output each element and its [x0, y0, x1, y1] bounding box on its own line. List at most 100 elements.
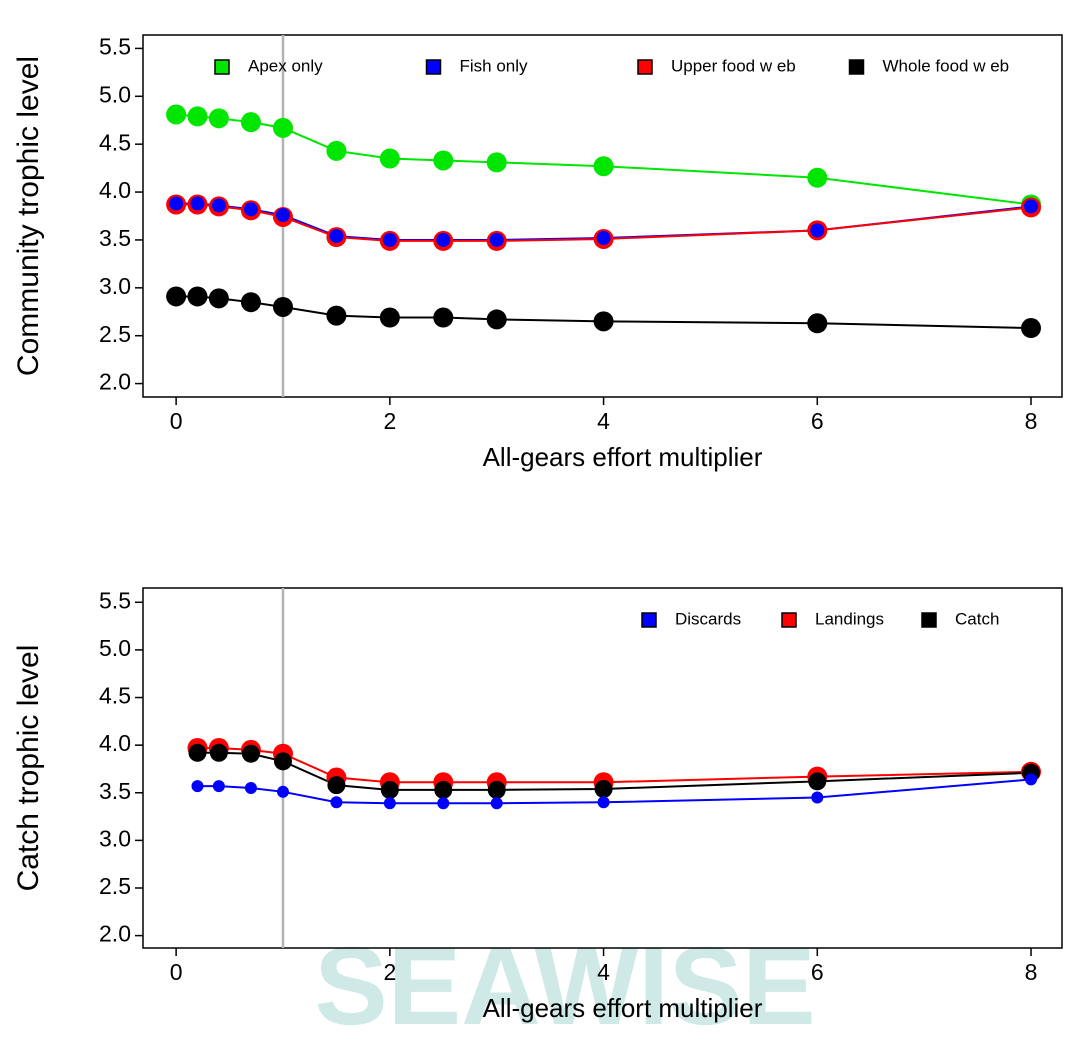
y-tick-label: 3.5 — [99, 778, 131, 804]
data-point — [244, 782, 257, 794]
data-point — [436, 232, 451, 247]
data-point — [243, 202, 258, 217]
data-point — [433, 307, 454, 328]
data-point — [275, 208, 290, 223]
y-tick-label: 4.0 — [99, 177, 131, 203]
data-point — [379, 148, 400, 169]
y-tick-label: 3.0 — [99, 825, 131, 851]
y-tick-label: 2.5 — [99, 321, 131, 347]
data-point — [486, 309, 507, 330]
data-point — [240, 112, 261, 133]
y-axis-title: Catch trophic level — [12, 645, 45, 892]
legend-swatch — [641, 612, 657, 628]
data-point — [208, 288, 229, 309]
legend-label: Catch — [955, 609, 999, 628]
legend-label: Discards — [675, 609, 741, 628]
data-point — [433, 150, 454, 171]
data-point — [382, 232, 397, 247]
data-point — [187, 106, 208, 127]
legend-label: Fish only — [460, 56, 529, 75]
data-point — [211, 198, 226, 213]
data-point — [188, 743, 207, 762]
data-point — [596, 231, 611, 246]
x-tick-label: 2 — [383, 959, 396, 985]
data-point — [593, 311, 614, 332]
legend-label: Whole food w eb — [883, 56, 1010, 75]
y-tick-label: 2.0 — [99, 921, 131, 947]
x-tick-label: 2 — [383, 408, 396, 434]
data-point — [276, 785, 289, 798]
data-point — [383, 797, 396, 810]
data-point — [212, 780, 225, 793]
data-point — [273, 752, 292, 771]
y-tick-label: 5.0 — [99, 81, 131, 107]
x-tick-label: 6 — [811, 408, 824, 434]
data-point — [593, 156, 614, 177]
watermark: SEAWISE — [314, 925, 815, 1048]
y-tick-label: 4.5 — [99, 683, 131, 709]
x-axis-title: All-gears effort multiplier — [483, 993, 763, 1023]
data-point — [380, 780, 399, 799]
data-point — [807, 167, 828, 188]
data-point — [434, 780, 453, 799]
x-tick-label: 6 — [811, 959, 824, 985]
data-point — [208, 108, 229, 129]
data-point — [330, 796, 343, 809]
data-point — [490, 797, 503, 810]
data-point — [241, 744, 260, 763]
data-point — [807, 313, 828, 334]
x-axis-title: All-gears effort multiplier — [483, 442, 763, 472]
data-point — [209, 743, 228, 762]
x-tick-label: 0 — [170, 408, 183, 434]
y-tick-label: 3.5 — [99, 225, 131, 251]
data-point — [1025, 773, 1038, 786]
y-tick-label: 2.0 — [99, 369, 131, 395]
data-point — [811, 791, 824, 804]
legend-swatch — [425, 59, 442, 75]
y-tick-label: 3.0 — [99, 273, 131, 299]
data-point — [810, 223, 825, 238]
legend-swatch — [214, 59, 230, 75]
data-point — [191, 780, 204, 793]
y-tick-label: 2.5 — [99, 873, 131, 899]
data-point — [487, 780, 506, 799]
data-point — [326, 305, 347, 326]
data-point — [187, 286, 208, 307]
data-point — [379, 307, 400, 328]
data-point — [808, 772, 827, 791]
data-point — [327, 776, 346, 795]
data-point — [597, 796, 610, 809]
data-point — [169, 196, 184, 211]
y-tick-label: 4.5 — [99, 129, 131, 155]
x-tick-label: 8 — [1025, 959, 1038, 985]
y-tick-label: 4.0 — [99, 730, 131, 756]
data-point — [272, 296, 293, 317]
legend-label: Apex only — [248, 56, 323, 75]
x-tick-label: 0 — [170, 959, 183, 985]
legend-swatch — [637, 59, 653, 75]
data-point — [326, 140, 347, 161]
data-point — [190, 196, 205, 211]
data-point — [240, 292, 261, 313]
data-point — [272, 117, 293, 138]
x-tick-label: 4 — [597, 959, 610, 985]
data-point — [594, 779, 613, 798]
legend-swatch — [921, 612, 937, 628]
y-tick-label: 5.0 — [99, 635, 131, 661]
x-tick-label: 4 — [597, 408, 610, 434]
data-point — [329, 229, 344, 244]
plot-frame — [142, 34, 1063, 398]
legend-swatch — [848, 59, 865, 75]
x-tick-label: 8 — [1025, 408, 1038, 434]
legend-swatch — [781, 612, 797, 628]
data-point — [486, 152, 507, 173]
y-tick-label: 5.5 — [99, 587, 131, 613]
data-point — [1021, 318, 1042, 339]
data-point — [437, 797, 450, 810]
y-tick-label: 5.5 — [99, 33, 131, 59]
plot-frame — [142, 587, 1063, 949]
data-point — [1024, 199, 1039, 214]
data-point — [166, 286, 187, 307]
legend-label: Upper food w eb — [671, 56, 796, 75]
